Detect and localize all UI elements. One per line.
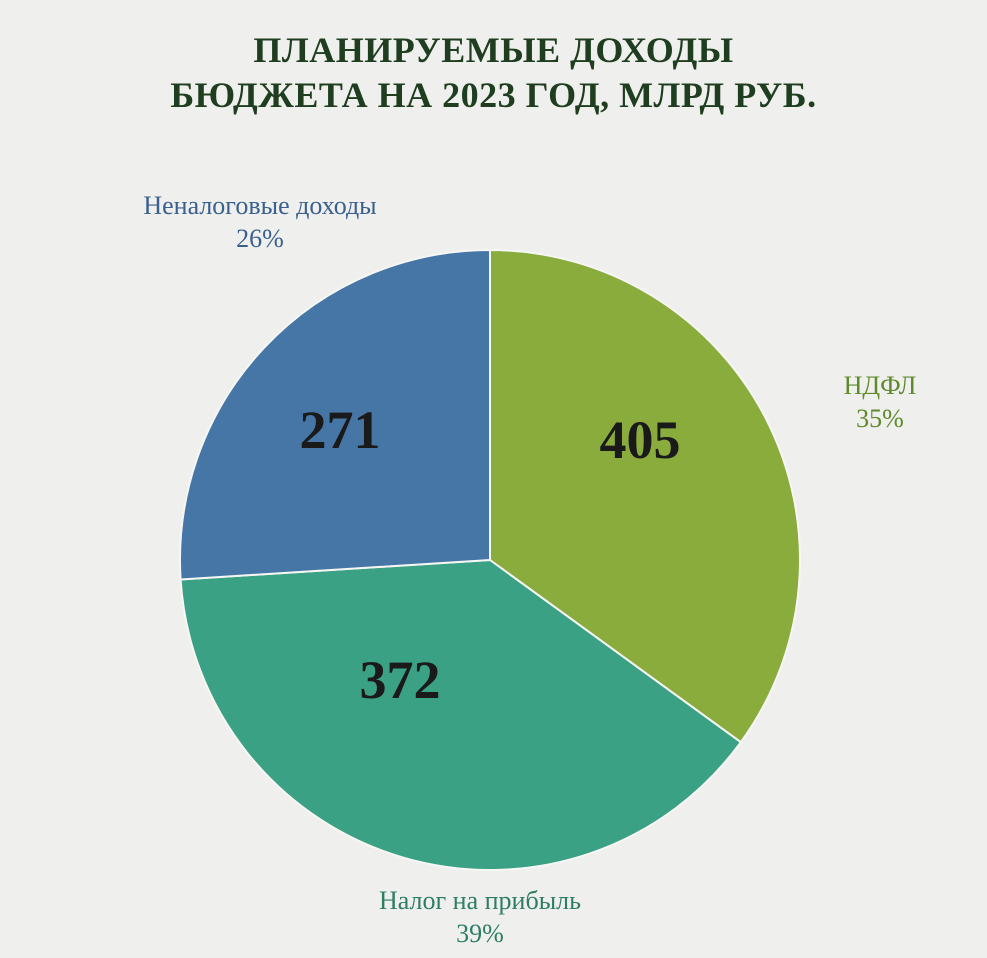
slice-value-nontax: 271 — [300, 399, 381, 461]
slice-value-ndfl: 405 — [600, 409, 681, 471]
budget-pie-chart: ПЛАНИРУЕМЫЕ ДОХОДЫ БЮДЖЕТА НА 2023 ГОД, … — [0, 0, 987, 958]
slice-value-profit-tax: 372 — [360, 649, 441, 711]
slice-label-ndfl-name: НДФЛ — [844, 371, 917, 400]
slice-label-ndfl-pct: 35% — [856, 404, 904, 433]
slice-label-ndfl: НДФЛ 35% — [844, 370, 917, 435]
slice-label-profit-tax: Налог на прибыль 39% — [379, 885, 581, 950]
slice-label-nontax-pct: 26% — [236, 224, 284, 253]
slice-label-nontax: Неналоговые доходы 26% — [143, 190, 376, 255]
slice-label-profit-tax-pct: 39% — [456, 919, 504, 948]
slice-label-profit-tax-name: Налог на прибыль — [379, 886, 581, 915]
slice-label-nontax-name: Неналоговые доходы — [143, 191, 376, 220]
pie-svg — [0, 0, 987, 958]
